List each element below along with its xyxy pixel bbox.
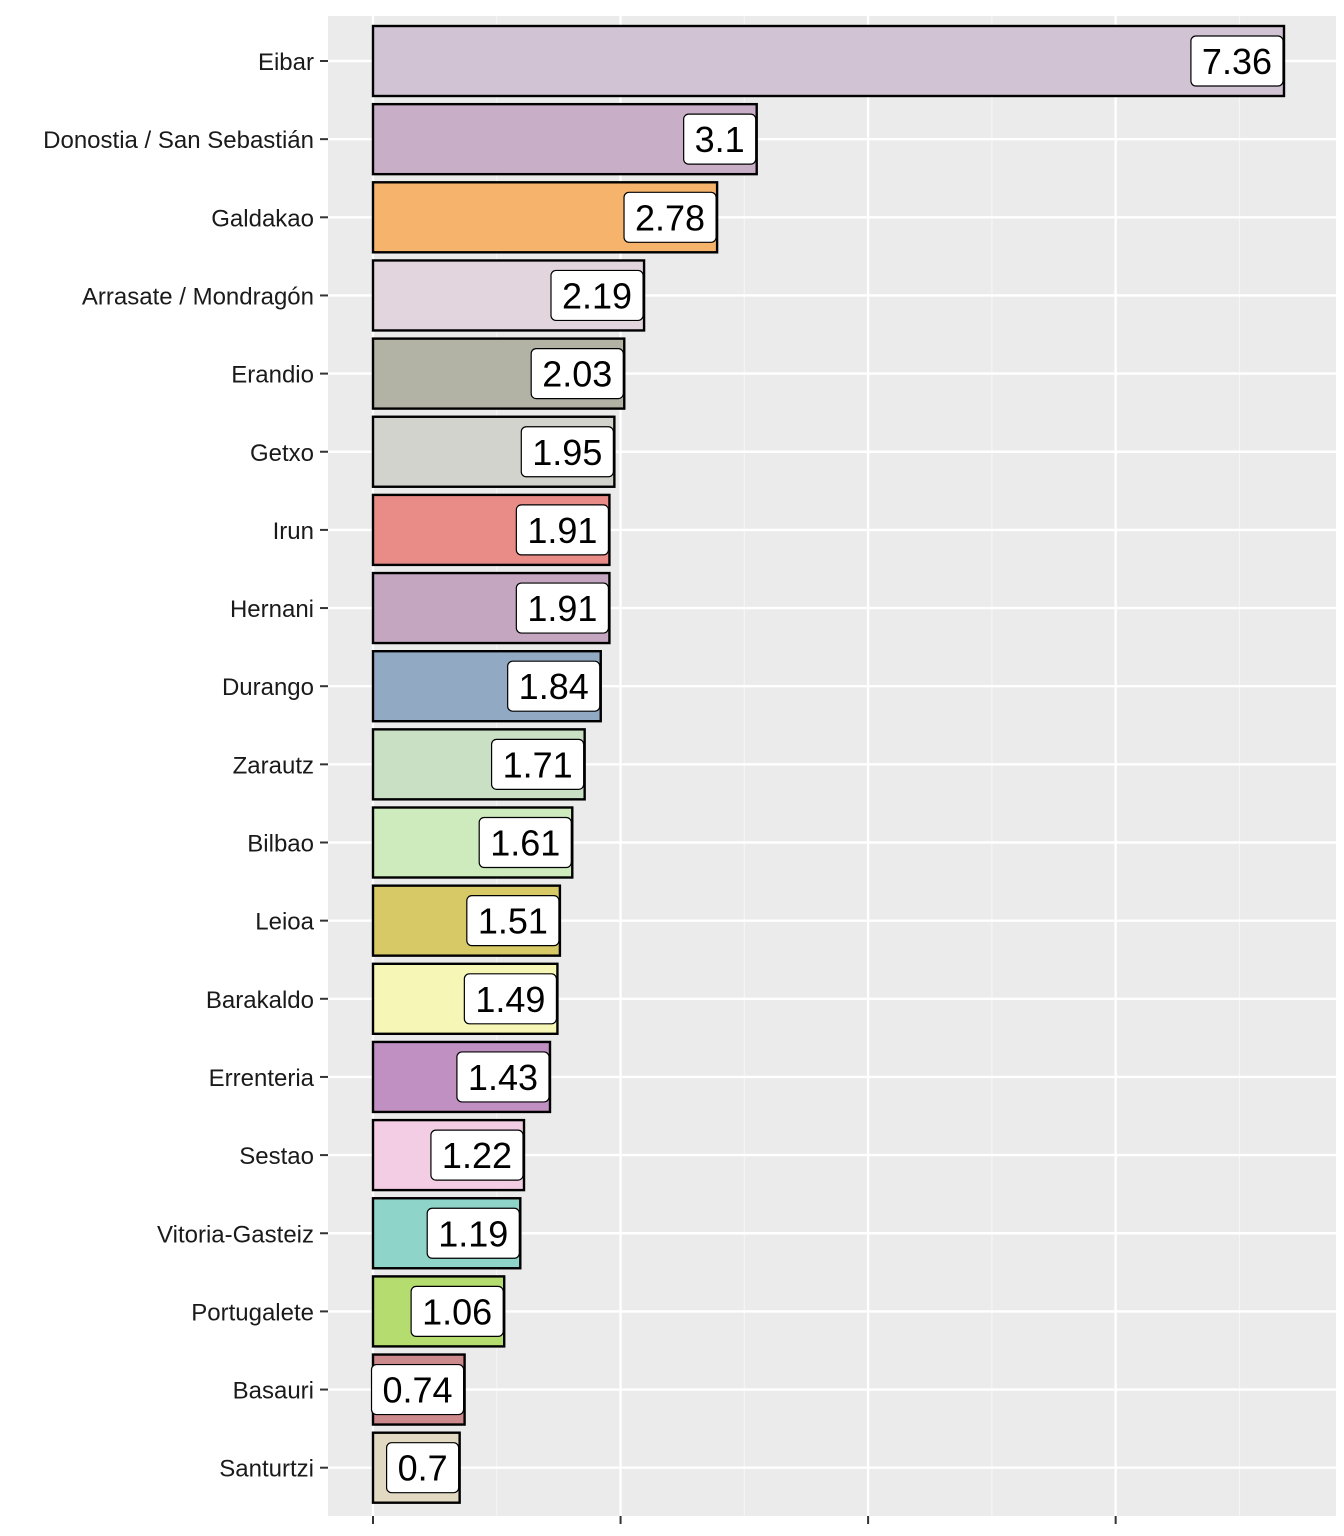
- data-label-box: [463, 973, 558, 1025]
- y-tick-label: Donostia / San Sebastián: [43, 127, 314, 154]
- data-label-text: 1.19: [438, 1213, 508, 1254]
- data-label-box: [683, 113, 757, 165]
- data-label: 2.19: [550, 269, 644, 322]
- data-label-box: [426, 1207, 520, 1259]
- data-label-box: [550, 269, 644, 322]
- y-tick-label: Getxo: [250, 440, 314, 467]
- y-tick-label: Barakaldo: [206, 987, 314, 1014]
- y-tick-label: Basauri: [233, 1378, 314, 1405]
- y-axis: Eibar Donostia / San Sebastián Galdakao Arr…: [43, 49, 328, 1483]
- data-label-text: 0.74: [383, 1370, 453, 1411]
- data-label-text: 1.43: [468, 1057, 538, 1098]
- data-label: 1.91: [515, 582, 610, 634]
- data-label-text: 2.03: [542, 354, 612, 395]
- data-label-box: [515, 504, 610, 556]
- y-tick-label: Leioa: [255, 909, 314, 936]
- data-label-text: 1.22: [442, 1135, 512, 1176]
- data-label-box: [490, 738, 585, 790]
- y-tick-label: Zarautz: [233, 752, 314, 779]
- data-label-box: [430, 1129, 524, 1181]
- data-label-text: 2.19: [562, 275, 632, 316]
- data-label: 2.03: [530, 348, 624, 400]
- data-label: 1.43: [456, 1051, 550, 1103]
- data-label: 1.49: [463, 973, 558, 1025]
- data-label: 7.36: [1190, 35, 1284, 87]
- data-label-text: 1.51: [478, 901, 548, 942]
- y-tick-label: Portugalete: [191, 1299, 314, 1326]
- data-label-box: [530, 348, 624, 400]
- data-label-text: 1.95: [532, 432, 602, 473]
- y-tick-label: Eibar: [258, 49, 314, 76]
- data-label-box: [507, 660, 601, 712]
- data-label: 3.1: [683, 113, 757, 165]
- data-label-box: [370, 1363, 465, 1416]
- x-axis: [372, 1516, 1117, 1524]
- data-label-box: [456, 1051, 550, 1103]
- y-tick-label: Errenteria: [209, 1065, 315, 1092]
- data-label-box: [385, 1442, 460, 1494]
- data-label-box: [1190, 35, 1284, 87]
- data-label-box: [466, 895, 560, 947]
- y-tick-label: Sestao: [239, 1143, 314, 1170]
- data-label: 1.51: [466, 895, 560, 947]
- y-tick-label: Arrasate / Mondragón: [82, 283, 314, 310]
- data-label-text: 1.49: [475, 979, 545, 1020]
- data-label-box: [520, 426, 614, 478]
- data-label-box: [515, 582, 610, 634]
- data-label: 2.78: [623, 191, 717, 243]
- y-tick-label: Irun: [273, 518, 314, 545]
- data-label: 1.06: [410, 1285, 504, 1338]
- data-label-text: 0.7: [398, 1448, 448, 1489]
- data-label: 1.61: [478, 816, 572, 869]
- data-label-box: [410, 1285, 504, 1338]
- data-label-text: 1.84: [519, 666, 589, 707]
- data-label: 0.7: [385, 1442, 460, 1494]
- y-tick-label: Santurtzi: [219, 1456, 314, 1483]
- data-label: 1.95: [520, 426, 614, 478]
- data-label-text: 1.71: [503, 744, 573, 785]
- data-label: 1.71: [490, 738, 585, 790]
- data-label: 0.74: [370, 1363, 465, 1416]
- data-label: 1.91: [515, 504, 610, 556]
- y-tick-label: Durango: [222, 674, 314, 701]
- y-tick-label: Hernani: [230, 596, 314, 623]
- data-label-box: [623, 191, 717, 243]
- data-label: 1.84: [507, 660, 601, 712]
- data-label-text: 3.1: [695, 119, 745, 160]
- data-label: 1.22: [430, 1129, 524, 1181]
- y-tick-label: Vitoria-Gasteiz: [157, 1221, 314, 1248]
- data-label-text: 1.91: [527, 510, 597, 551]
- data-label-text: 1.61: [490, 823, 560, 864]
- y-tick-label: Erandio: [231, 362, 314, 389]
- data-label-text: 1.06: [422, 1291, 492, 1332]
- y-tick-label: Bilbao: [247, 831, 314, 858]
- data-labels-layer: 7.36 3.1 2.782.19 2.03 1.95 1.91 1.91 1.84 1.71 1…: [370, 35, 1284, 1494]
- bar-eibar: [371, 24, 1286, 98]
- y-tick-label: Galdakao: [211, 205, 314, 232]
- data-label: 1.19: [426, 1207, 520, 1259]
- data-label-text: 1.91: [527, 588, 597, 629]
- data-label-text: 2.78: [635, 197, 705, 238]
- data-label-box: [478, 816, 572, 869]
- data-label-text: 7.36: [1202, 41, 1272, 82]
